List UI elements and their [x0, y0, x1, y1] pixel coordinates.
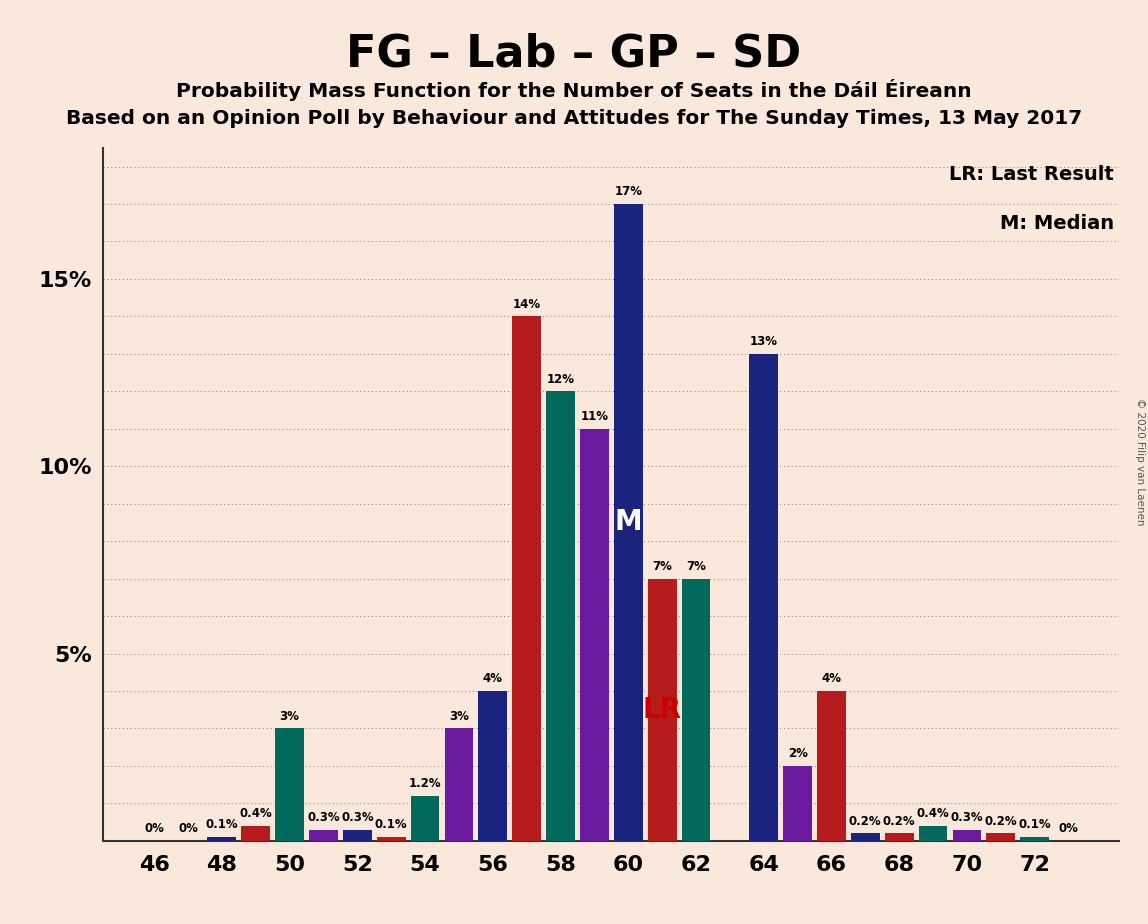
Bar — [208, 837, 236, 841]
Text: 1.2%: 1.2% — [409, 777, 441, 790]
Bar — [343, 830, 372, 841]
Bar — [783, 766, 812, 841]
Text: 7%: 7% — [652, 560, 672, 573]
Bar — [1021, 837, 1049, 841]
Bar — [276, 728, 304, 841]
Text: 0%: 0% — [1058, 822, 1078, 835]
Bar — [851, 833, 879, 841]
Bar — [750, 354, 778, 841]
Text: LR: LR — [643, 696, 682, 723]
Bar — [512, 316, 541, 841]
Text: 0%: 0% — [178, 822, 197, 835]
Bar — [953, 830, 982, 841]
Text: 14%: 14% — [513, 298, 541, 310]
Bar — [647, 578, 676, 841]
Text: 0.3%: 0.3% — [341, 811, 373, 824]
Text: 0.1%: 0.1% — [205, 819, 238, 832]
Bar — [817, 691, 846, 841]
Bar — [444, 728, 473, 841]
Text: 2%: 2% — [788, 748, 807, 760]
Bar — [580, 429, 608, 841]
Bar — [479, 691, 507, 841]
Text: 13%: 13% — [750, 335, 777, 348]
Bar — [885, 833, 914, 841]
Bar — [986, 833, 1015, 841]
Text: 0.2%: 0.2% — [883, 815, 915, 828]
Text: M: M — [614, 508, 642, 537]
Text: © 2020 Filip van Laenen: © 2020 Filip van Laenen — [1135, 398, 1145, 526]
Text: 0.3%: 0.3% — [308, 811, 340, 824]
Bar — [682, 578, 711, 841]
Bar — [377, 837, 405, 841]
Bar — [241, 826, 270, 841]
Text: 0.1%: 0.1% — [375, 819, 408, 832]
Bar — [614, 204, 643, 841]
Text: 0.4%: 0.4% — [239, 808, 272, 821]
Text: 0%: 0% — [145, 822, 164, 835]
Text: 7%: 7% — [687, 560, 706, 573]
Text: 4%: 4% — [483, 673, 503, 686]
Text: 0.2%: 0.2% — [850, 815, 882, 828]
Text: Based on an Opinion Poll by Behaviour and Attitudes for The Sunday Times, 13 May: Based on an Opinion Poll by Behaviour an… — [65, 109, 1083, 128]
Text: 4%: 4% — [822, 673, 841, 686]
Text: 3%: 3% — [449, 710, 468, 723]
Text: Probability Mass Function for the Number of Seats in the Dáil Éireann: Probability Mass Function for the Number… — [176, 79, 972, 101]
Text: 3%: 3% — [280, 710, 300, 723]
Text: 0.3%: 0.3% — [951, 811, 983, 824]
Text: 17%: 17% — [614, 186, 642, 199]
Text: 0.1%: 0.1% — [1018, 819, 1050, 832]
Text: 12%: 12% — [546, 372, 574, 385]
Text: 0.2%: 0.2% — [985, 815, 1017, 828]
Bar — [411, 796, 440, 841]
Text: 11%: 11% — [581, 410, 608, 423]
Bar — [309, 830, 338, 841]
Bar — [918, 826, 947, 841]
Text: M: Median: M: Median — [1000, 213, 1115, 233]
Text: FG – Lab – GP – SD: FG – Lab – GP – SD — [347, 32, 801, 76]
Bar — [546, 392, 575, 841]
Text: LR: Last Result: LR: Last Result — [949, 165, 1115, 184]
Text: 0.4%: 0.4% — [916, 808, 949, 821]
